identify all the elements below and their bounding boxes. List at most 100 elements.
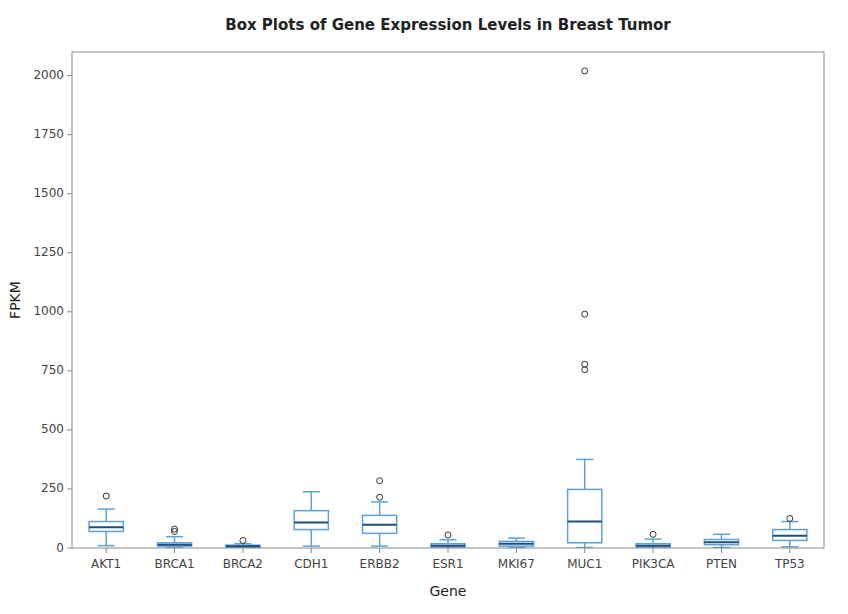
cap-low: [371, 545, 388, 547]
y-tick: [67, 429, 72, 430]
box-group: [431, 532, 465, 548]
median: [431, 545, 465, 547]
flier: [103, 493, 109, 499]
box-group: [704, 534, 738, 547]
cap-high: [645, 538, 662, 540]
box: [431, 544, 465, 547]
flier: [240, 537, 246, 543]
cap-high: [508, 537, 525, 539]
x-tick: [448, 548, 449, 553]
box: [157, 543, 191, 546]
cap-high: [371, 501, 388, 503]
median: [363, 524, 397, 526]
whisker-high: [105, 509, 107, 522]
cap-high: [439, 539, 456, 541]
y-tick: [67, 134, 72, 135]
x-tick-label: AKT1: [91, 557, 121, 571]
flier: [582, 311, 588, 317]
box: [89, 522, 123, 532]
x-tick-label: CDH1: [294, 557, 328, 571]
whisker-high: [789, 522, 791, 530]
whisker-low: [379, 533, 381, 546]
x-tick: [516, 548, 517, 553]
cap-high: [98, 508, 115, 510]
median: [294, 521, 328, 523]
x-tick: [242, 548, 243, 553]
flier: [377, 494, 383, 500]
plot-area: [72, 52, 824, 548]
x-tick: [789, 548, 790, 553]
median: [89, 526, 123, 528]
chart: 025050075010001250150017502000AKT1BRCA1B…: [0, 0, 848, 614]
flier: [172, 526, 178, 532]
y-tick: [67, 370, 72, 371]
box: [704, 539, 738, 544]
box-group: [568, 68, 602, 548]
x-tick-label: BRCA2: [223, 557, 263, 571]
x-tick-label: PIK3CA: [632, 557, 676, 571]
whisker-low: [105, 531, 107, 545]
x-tick: [379, 548, 380, 553]
box: [363, 515, 397, 533]
whisker-high: [584, 459, 586, 489]
cap-high: [303, 491, 320, 493]
x-tick: [311, 548, 312, 553]
median: [636, 545, 670, 547]
x-axis-label: Gene: [430, 583, 467, 599]
box-group: [89, 493, 123, 546]
y-tick-label: 250: [41, 481, 64, 495]
cap-low: [98, 545, 115, 547]
box: [499, 541, 533, 546]
median: [226, 545, 260, 547]
box: [568, 489, 602, 542]
plot-frame: [72, 52, 824, 548]
y-axis: 025050075010001250150017502000: [33, 68, 72, 554]
y-axis-label: FPKM: [7, 281, 23, 319]
flier: [650, 531, 656, 537]
cap-low: [781, 546, 798, 548]
x-tick-label: MUC1: [567, 557, 602, 571]
box-group: [499, 538, 533, 547]
box: [226, 545, 260, 547]
cap-high: [576, 459, 593, 461]
x-tick: [653, 548, 654, 553]
y-tick-label: 0: [56, 541, 64, 555]
title: Box Plots of Gene Expression Levels in B…: [225, 16, 671, 34]
y-tick: [67, 488, 72, 489]
y-tick: [67, 193, 72, 194]
y-tick-label: 750: [41, 363, 64, 377]
y-tick: [67, 311, 72, 312]
median: [773, 535, 807, 537]
whisker-low: [789, 540, 791, 546]
box-group: [157, 526, 191, 547]
box-group: [773, 515, 807, 546]
median: [157, 544, 191, 546]
median: [499, 543, 533, 545]
x-tick-label: ERBB2: [360, 557, 400, 571]
y-tick-label: 1750: [33, 127, 64, 141]
whisker-high: [721, 534, 723, 539]
y-tick: [67, 75, 72, 76]
y-tick: [67, 548, 72, 549]
x-tick-label: PTEN: [706, 557, 737, 571]
box-group: [226, 537, 260, 548]
flier: [787, 515, 793, 521]
y-tick-label: 2000: [33, 68, 64, 82]
box: [294, 511, 328, 530]
y-tick-label: 1500: [33, 186, 64, 200]
x-tick: [721, 548, 722, 553]
box: [773, 530, 807, 541]
x-tick: [174, 548, 175, 553]
cap-high: [713, 534, 730, 536]
boxes: [89, 68, 807, 548]
x-axis: AKT1BRCA1BRCA2CDH1ERBB2ESR1MKI67MUC1PIK3…: [91, 548, 805, 571]
box-group: [636, 531, 670, 548]
flier: [445, 532, 451, 538]
flier: [582, 68, 588, 74]
box: [636, 544, 670, 547]
x-tick: [584, 548, 585, 553]
y-tick-label: 1000: [33, 304, 64, 318]
y-tick: [67, 252, 72, 253]
x-tick-label: MKI67: [498, 557, 535, 571]
median: [568, 521, 602, 523]
